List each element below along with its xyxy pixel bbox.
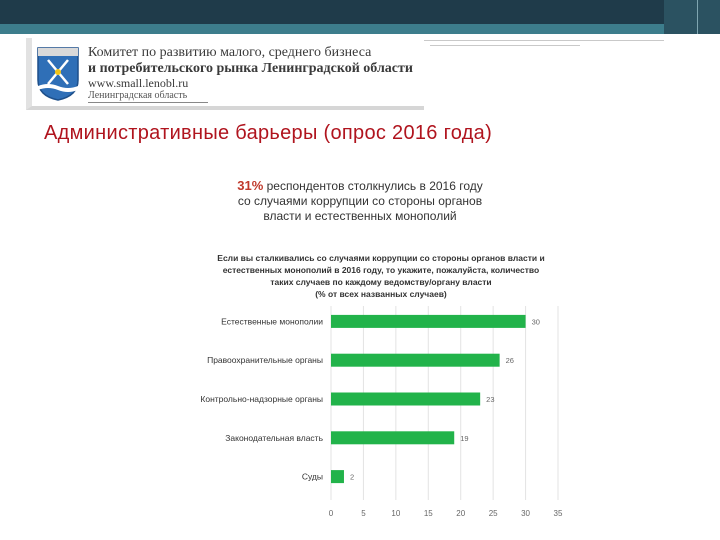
headline-percent: 31% <box>237 178 264 193</box>
coat-of-arms-icon <box>37 47 79 101</box>
header-rule-short <box>430 45 580 46</box>
data-label: 19 <box>460 434 468 443</box>
slide-title: Административные барьеры (опрос 2016 год… <box>44 122 493 144</box>
data-label: 30 <box>532 317 540 326</box>
data-label: 26 <box>506 356 514 365</box>
bar <box>331 314 526 328</box>
bar <box>331 353 500 367</box>
bar <box>331 470 344 484</box>
category-label: Суды <box>302 472 323 482</box>
header-accent-bar <box>0 24 720 34</box>
data-label: 2 <box>350 473 354 482</box>
question-line2: естественных монополий в 2016 году, то у… <box>222 265 540 275</box>
corruption-bar-chart: 0 5 10 15 20 25 30 35 Естественные монополии 30 Пр… <box>200 306 563 518</box>
data-label: 23 <box>486 395 494 404</box>
x-tick-label: 10 <box>391 509 400 518</box>
question-line4: (% от всех названных случаев) <box>315 289 447 299</box>
headline-line1-text: респондентов столкнулись в 2016 году <box>266 179 483 193</box>
header-rule <box>424 40 664 41</box>
category-label: Правоохранительные органы <box>207 355 323 365</box>
org-underline <box>88 102 208 103</box>
x-tick-label: 25 <box>489 509 498 518</box>
headline-line1: 31% респондентов столкнулись в 2016 году <box>200 178 520 194</box>
headline-line2: со случаями коррупции со стороны органов <box>237 194 483 208</box>
org-name-line2: и потребительского рынка Ленинградской о… <box>88 61 413 76</box>
chart-question: Если вы сталкивались со случаями коррупц… <box>196 252 566 300</box>
x-tick-label: 35 <box>554 509 563 518</box>
category-label: Контрольно-надзорные органы <box>200 394 323 404</box>
category-label: Законодательная власть <box>225 433 323 443</box>
bar <box>331 392 481 406</box>
x-tick-label: 15 <box>424 509 433 518</box>
logo-banner <box>26 38 424 110</box>
x-tick-label: 0 <box>329 509 334 518</box>
bar <box>331 431 455 445</box>
category-label: Естественные монополии <box>221 316 323 326</box>
org-region: Ленинградская область <box>88 90 188 101</box>
x-tick-label: 30 <box>521 509 530 518</box>
logo-frame <box>26 38 424 110</box>
question-line3: таких случаев по каждому ведомству/орган… <box>270 277 492 287</box>
question-line1: Если вы сталкивались со случаями коррупц… <box>217 253 545 263</box>
x-tick-label: 5 <box>361 509 366 518</box>
header-corner-block <box>664 0 720 34</box>
org-website: www.small.lenobl.ru <box>88 76 189 90</box>
headline: 31% респондентов столкнулись в 2016 году… <box>200 178 520 224</box>
header-bar <box>0 0 720 24</box>
org-name-line1: Комитет по развитию малого, среднего биз… <box>88 45 372 60</box>
x-tick-label: 20 <box>456 509 465 518</box>
headline-line3: власти и естественных монополий <box>263 209 457 223</box>
header-corner-line <box>697 0 698 34</box>
